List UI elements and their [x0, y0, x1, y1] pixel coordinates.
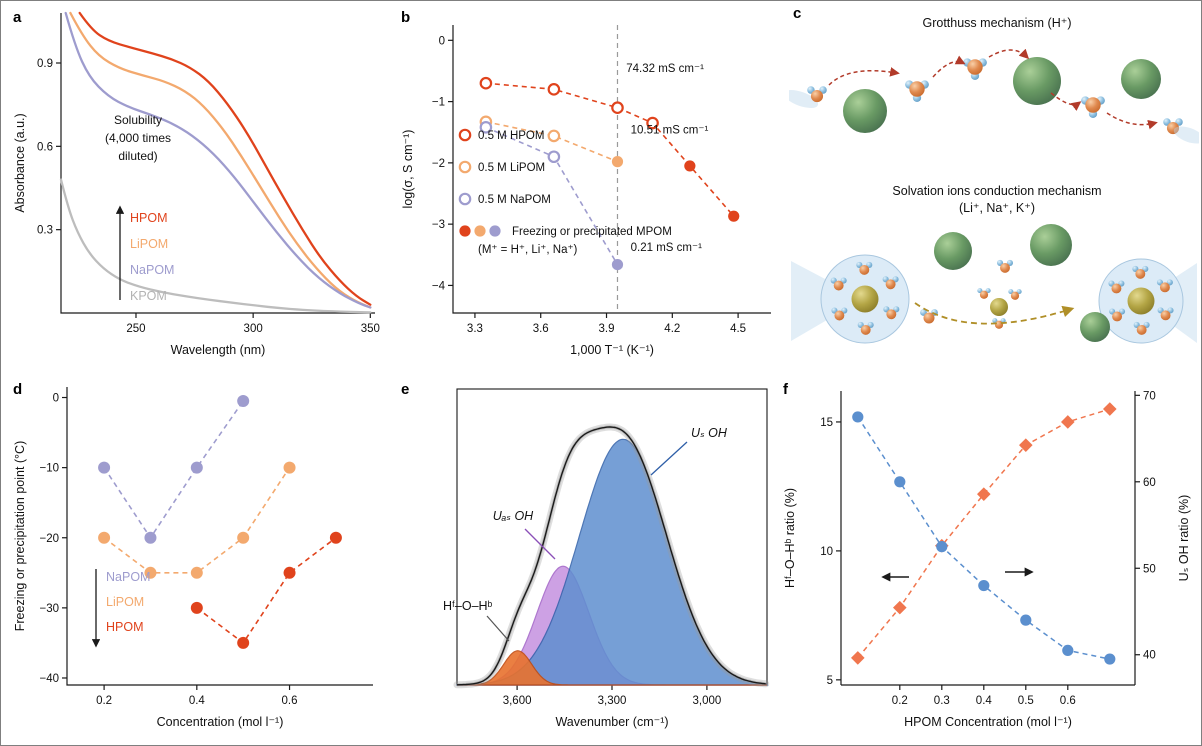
svg-text:−20: −20 — [39, 533, 59, 545]
svg-text:250: 250 — [126, 323, 145, 335]
svg-text:−30: −30 — [39, 603, 59, 615]
svg-text:0.4: 0.4 — [189, 695, 206, 707]
panel-label-d: d — [13, 381, 23, 398]
svg-text:(Li⁺, Na⁺, K⁺): (Li⁺, Na⁺, K⁺) — [959, 201, 1035, 215]
panel-c: c Grotthuss mechanism (H⁺) Solvation ions… — [789, 3, 1199, 375]
svg-text:3,000: 3,000 — [693, 695, 722, 707]
svg-text:0: 0 — [53, 393, 59, 405]
svg-text:Uₛ OH: Uₛ OH — [691, 426, 728, 440]
svg-text:3.6: 3.6 — [533, 323, 549, 335]
chart-f-oh-ratio-dual-axis: 0.2 0.3 0.4 0.5 0.6 HPOM Concentration (mol l… — [783, 390, 1191, 729]
chart-b-conductivity-arrhenius: 3.3 3.6 3.9 4.2 4.5 1,000 T⁻¹ (K⁻¹) 0 −1 −2 −3 −4 l… — [401, 25, 771, 357]
panel-d: d 0.2 0.4 0.6 Concentration (mol l⁻¹) 0 −10 −2… — [9, 379, 391, 741]
svg-text:0.5 M LiPOM: 0.5 M LiPOM — [478, 162, 545, 174]
svg-text:−2: −2 — [432, 158, 445, 170]
chart-e-ftir-deconvolution: 3,600 3,300 3,000 Wavenumber (cm⁻¹) Uₛ OH Uₐₛ… — [443, 388, 770, 729]
svg-text:Uₐₛ OH: Uₐₛ OH — [493, 509, 534, 523]
svg-text:diluted): diluted) — [118, 149, 157, 163]
svg-text:Wavelength (nm): Wavelength (nm) — [171, 343, 266, 357]
svg-text:HPOM: HPOM — [106, 620, 144, 634]
svg-text:0.5 M HPOM: 0.5 M HPOM — [478, 130, 544, 142]
svg-text:0.6: 0.6 — [1060, 695, 1076, 707]
svg-text:NaPOM: NaPOM — [106, 570, 150, 584]
diagram-c-conduction-mechanisms: Grotthuss mechanism (H⁺) Solvation ions c… — [789, 16, 1199, 344]
svg-text:0.6: 0.6 — [282, 695, 298, 707]
svg-text:40: 40 — [1143, 650, 1156, 662]
svg-text:0.6: 0.6 — [37, 141, 53, 153]
svg-text:HPOM: HPOM — [130, 211, 168, 225]
svg-text:0.21 mS cm⁻¹: 0.21 mS cm⁻¹ — [631, 242, 702, 254]
svg-text:(4,000 times: (4,000 times — [105, 131, 171, 145]
panel-label-b: b — [401, 9, 411, 26]
svg-text:(M⁺ = H⁺, Li⁺, Na⁺): (M⁺ = H⁺, Li⁺, Na⁺) — [478, 244, 578, 256]
svg-text:NaPOM: NaPOM — [130, 263, 174, 277]
svg-text:Uₛ OH ratio (%): Uₛ OH ratio (%) — [1177, 495, 1191, 582]
svg-text:Solubility: Solubility — [114, 113, 162, 127]
svg-text:3.3: 3.3 — [467, 323, 483, 335]
svg-text:LiPOM: LiPOM — [106, 595, 144, 609]
svg-text:0.5 M NaPOM: 0.5 M NaPOM — [478, 194, 551, 206]
svg-text:3.9: 3.9 — [599, 323, 615, 335]
panel-label-f: f — [783, 381, 788, 398]
svg-text:10.51 mS cm⁻¹: 10.51 mS cm⁻¹ — [631, 124, 709, 136]
panel-label-c: c — [793, 5, 802, 22]
chart-a-uv-vis-spectra: 250 300 350 Wavelength (nm) 0.3 0.6 0.9 Absorba… — [13, 11, 380, 357]
svg-text:Concentration (mol l⁻¹): Concentration (mol l⁻¹) — [157, 715, 284, 729]
svg-text:74.32 mS cm⁻¹: 74.32 mS cm⁻¹ — [626, 63, 704, 75]
svg-text:−3: −3 — [432, 219, 445, 231]
svg-text:0.3: 0.3 — [934, 695, 950, 707]
svg-text:0.3: 0.3 — [37, 225, 53, 237]
svg-text:0.4: 0.4 — [976, 695, 993, 707]
svg-text:350: 350 — [361, 323, 380, 335]
panel-e: e 3,600 3,300 3,000 Wavenumber (cm⁻¹) Uₛ OH U… — [397, 379, 783, 741]
panel-label-a: a — [13, 9, 22, 26]
svg-text:LiPOM: LiPOM — [130, 237, 168, 251]
svg-text:300: 300 — [244, 323, 263, 335]
svg-text:0.2: 0.2 — [892, 695, 908, 707]
svg-text:60: 60 — [1143, 477, 1156, 489]
svg-text:70: 70 — [1143, 390, 1156, 402]
svg-text:1,000 T⁻¹ (K⁻¹): 1,000 T⁻¹ (K⁻¹) — [570, 343, 654, 357]
svg-text:0.9: 0.9 — [37, 58, 53, 70]
svg-text:4.2: 4.2 — [664, 323, 680, 335]
svg-text:−40: −40 — [39, 673, 59, 685]
svg-text:Freezing or precipitation poin: Freezing or precipitation point (°C) — [13, 441, 27, 632]
svg-text:HPOM Concentration (mol l⁻¹): HPOM Concentration (mol l⁻¹) — [904, 715, 1072, 729]
svg-text:Hᶠ–O–Hᵇ ratio (%): Hᶠ–O–Hᵇ ratio (%) — [783, 488, 797, 588]
svg-text:0.2: 0.2 — [96, 695, 112, 707]
svg-text:KPOM: KPOM — [130, 289, 167, 303]
svg-text:−4: −4 — [432, 280, 446, 292]
svg-text:4.5: 4.5 — [730, 323, 746, 335]
svg-text:10: 10 — [820, 546, 833, 558]
chart-d-freezing-point: 0.2 0.4 0.6 Concentration (mol l⁻¹) 0 −10 −20 −… — [13, 387, 373, 729]
panel-label-e: e — [401, 381, 410, 398]
svg-text:3,300: 3,300 — [598, 695, 627, 707]
svg-text:Freezing or precipitated MPOM: Freezing or precipitated MPOM — [512, 226, 672, 238]
svg-text:3,600: 3,600 — [503, 695, 532, 707]
svg-text:−10: −10 — [39, 463, 59, 475]
svg-text:Hᶠ–O–Hᵇ: Hᶠ–O–Hᵇ — [443, 599, 493, 613]
svg-text:Solvation ions conduction mech: Solvation ions conduction mechanism — [892, 184, 1101, 198]
svg-text:5: 5 — [827, 675, 833, 687]
panel-b: b 3.3 3.6 3.9 4.2 4.5 1,000 T⁻¹ (K⁻¹) 0 −1 −2 −3 −… — [397, 7, 783, 369]
panel-a: a 250 300 350 Wavelength (nm) 0.3 0.6 0.9 Absor… — [9, 7, 391, 369]
svg-text:log(σ, S cm⁻¹): log(σ, S cm⁻¹) — [401, 130, 415, 209]
svg-text:0: 0 — [439, 35, 445, 47]
svg-text:Grotthuss mechanism (H⁺): Grotthuss mechanism (H⁺) — [923, 16, 1072, 30]
svg-text:0.5: 0.5 — [1018, 695, 1034, 707]
svg-text:−1: −1 — [432, 97, 445, 109]
panel-f: f 0.2 0.3 0.4 0.5 0.6 HPOM Concentration (mol… — [779, 379, 1201, 741]
svg-text:Wavenumber (cm⁻¹): Wavenumber (cm⁻¹) — [555, 715, 668, 729]
svg-text:50: 50 — [1143, 563, 1156, 575]
svg-text:Absorbance (a.u.): Absorbance (a.u.) — [13, 113, 27, 212]
svg-text:15: 15 — [820, 417, 833, 429]
